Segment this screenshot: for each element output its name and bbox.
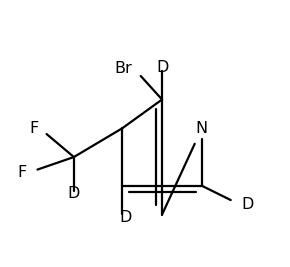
Text: D: D (242, 197, 254, 211)
Text: N: N (196, 121, 208, 136)
Text: F: F (18, 165, 27, 180)
Text: D: D (119, 210, 131, 225)
Text: Br: Br (115, 61, 132, 76)
Text: D: D (156, 60, 168, 75)
Text: D: D (68, 186, 80, 202)
Text: F: F (29, 121, 38, 136)
